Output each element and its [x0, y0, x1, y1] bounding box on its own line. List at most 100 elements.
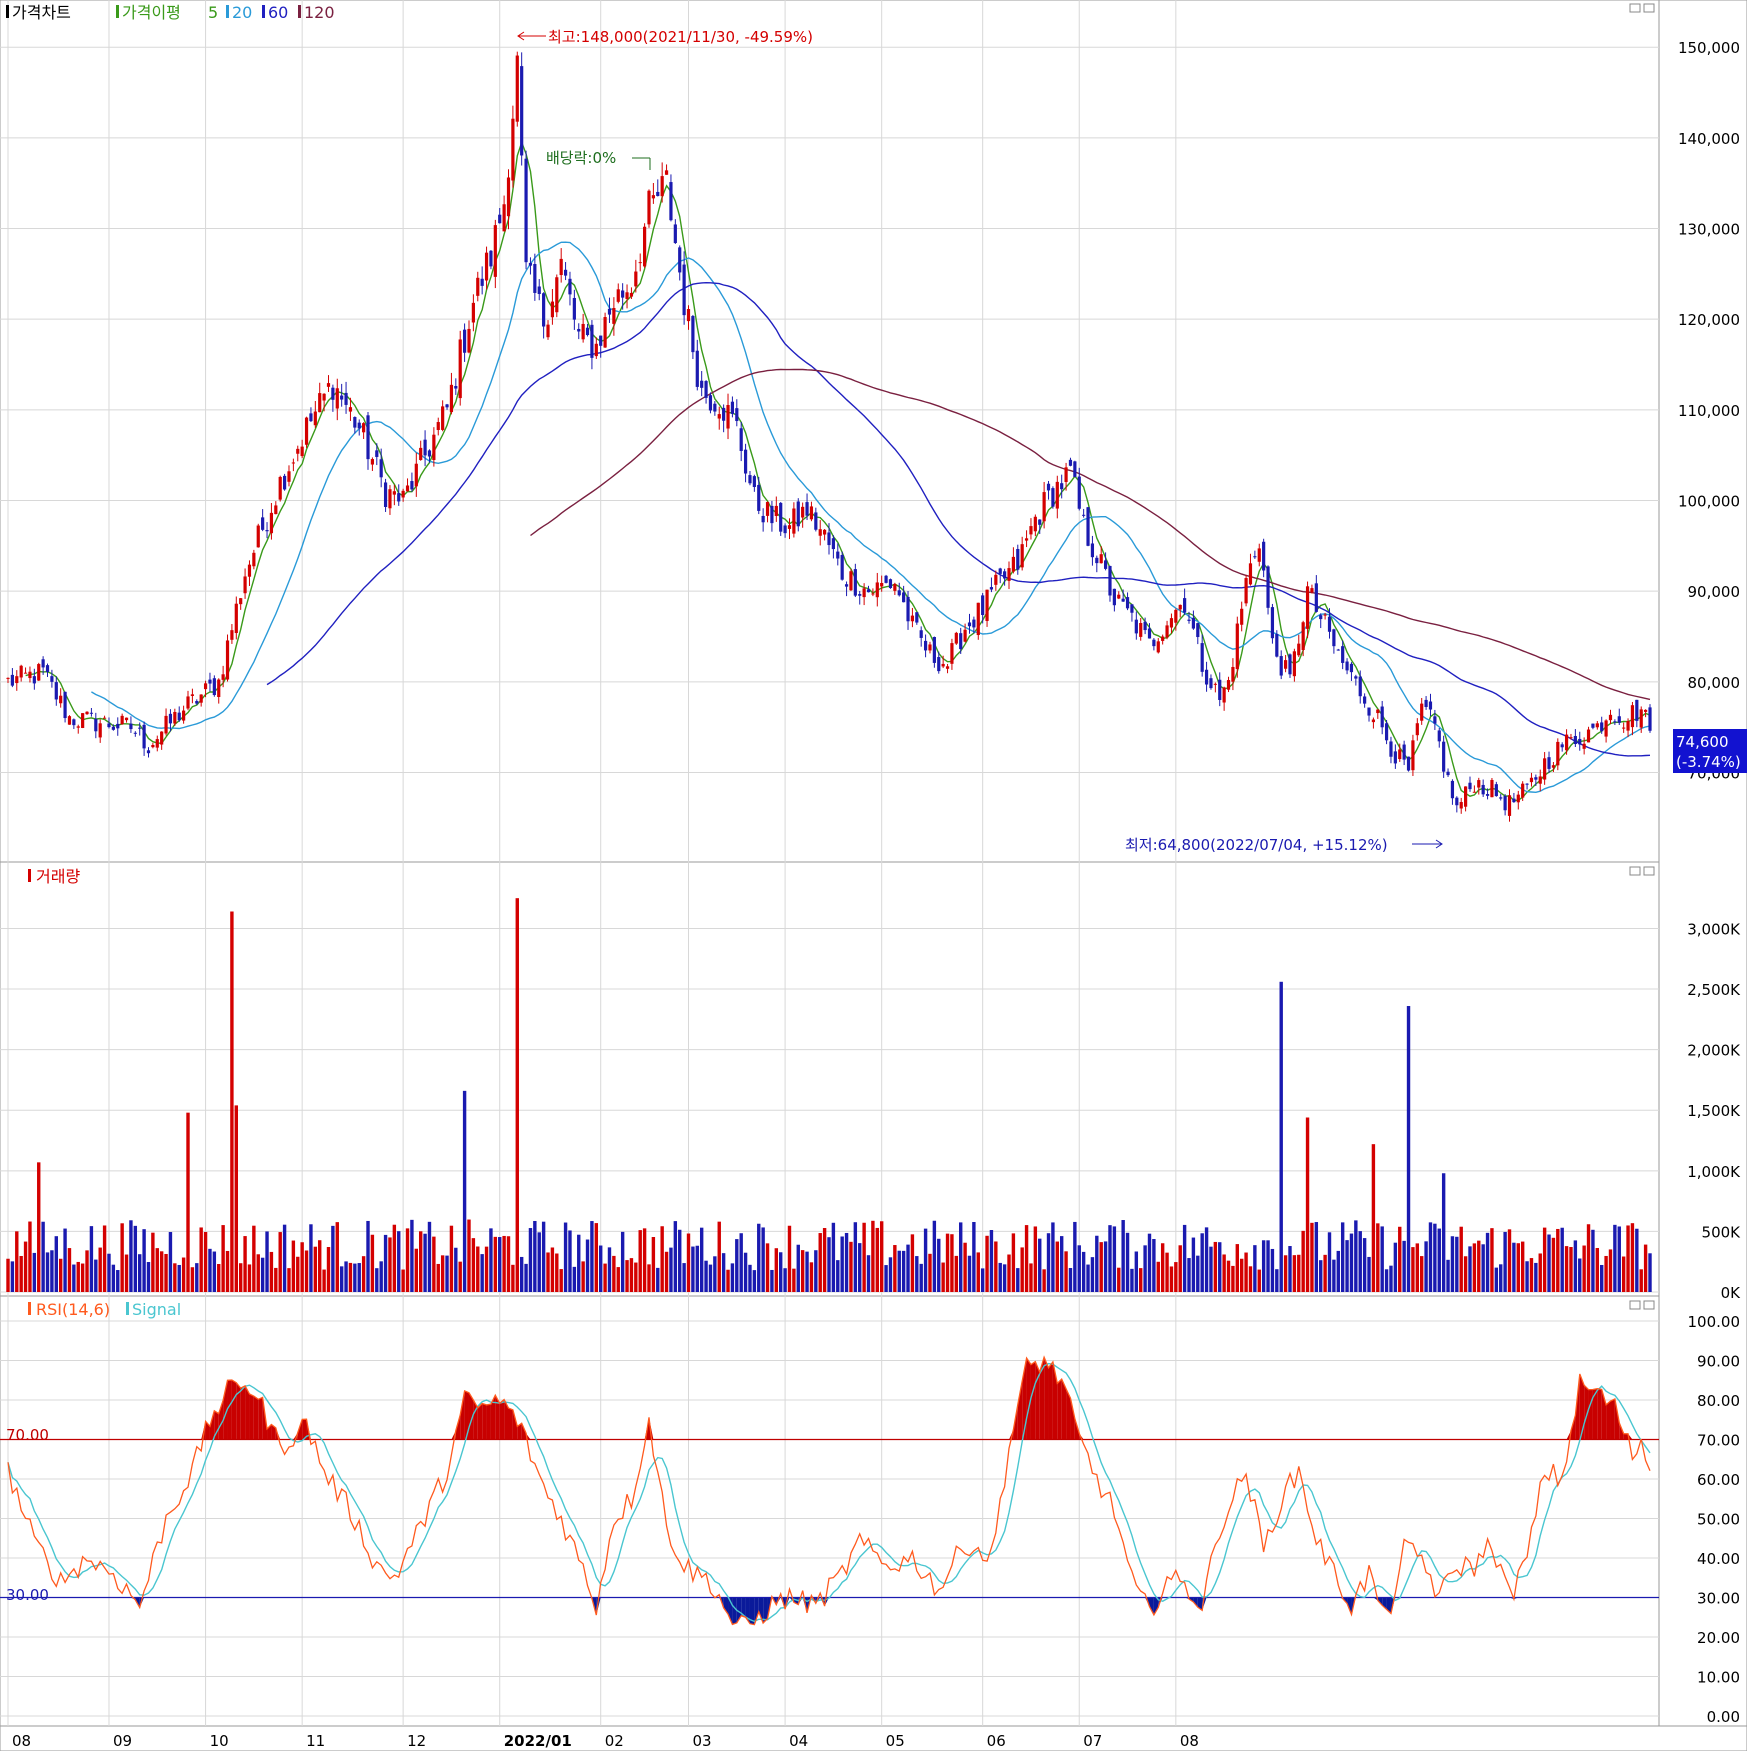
candle-body	[1099, 554, 1103, 564]
volume-bar	[1016, 1268, 1020, 1292]
volume-bar	[449, 1225, 454, 1292]
candle-body	[647, 190, 651, 225]
rsi-overbought-fill	[253, 1396, 259, 1440]
candle-body	[322, 393, 326, 401]
candle-body	[923, 640, 928, 651]
volume-bar	[142, 1229, 146, 1292]
volume-bar	[1222, 1254, 1226, 1292]
volume-bar	[1130, 1268, 1134, 1292]
x-axis-area	[0, 1725, 1747, 1751]
candle-body	[1310, 588, 1314, 593]
volume-bar	[190, 1267, 195, 1292]
volume-bar	[1520, 1241, 1525, 1292]
volume-bar	[1608, 1249, 1613, 1292]
volume-bar	[432, 1236, 436, 1292]
x-tick-label: 10	[210, 1732, 229, 1750]
volume-bar	[1125, 1232, 1130, 1292]
minimize-icon[interactable]	[1629, 1300, 1641, 1310]
volume-bar	[1415, 1243, 1420, 1292]
volume-bar	[748, 1264, 752, 1292]
candle-body	[735, 408, 739, 422]
minimize-icon[interactable]	[1629, 3, 1641, 13]
candle-body	[713, 403, 717, 412]
volume-bar	[339, 1266, 344, 1292]
volume-bar	[866, 1255, 871, 1292]
candle-body	[1314, 583, 1318, 612]
minimize-icon[interactable]	[1629, 866, 1641, 876]
candle-body	[383, 482, 388, 507]
candle-body	[124, 717, 129, 721]
candle-body	[1024, 538, 1029, 541]
volume-bar	[972, 1222, 976, 1292]
volume-bar	[1639, 1269, 1643, 1292]
candle-body	[1604, 720, 1608, 737]
close-icon[interactable]	[1643, 866, 1655, 876]
volume-bar	[1586, 1224, 1591, 1292]
candle-body	[1240, 608, 1244, 625]
volume-bar	[1139, 1268, 1143, 1292]
candle-body	[787, 525, 792, 529]
price-panel[interactable]	[0, 0, 1660, 863]
volume-bar	[247, 1264, 252, 1292]
volume-bar	[326, 1247, 331, 1292]
candle-body	[1468, 782, 1472, 790]
candle-body	[54, 682, 58, 700]
candle-body	[897, 590, 901, 596]
rsi-oversold-fill	[1149, 1597, 1154, 1615]
candle-body	[168, 713, 173, 724]
volume-bar	[230, 911, 234, 1292]
volume-bar	[941, 1262, 945, 1292]
candle-body	[1121, 598, 1125, 602]
volume-bar	[1178, 1245, 1182, 1292]
candle-body	[217, 679, 221, 697]
candle-body	[1319, 615, 1323, 620]
candle-body	[63, 691, 67, 719]
volume-bar	[1117, 1267, 1121, 1292]
candle-body	[774, 505, 778, 516]
rsi-overbought-fill	[490, 1395, 496, 1440]
volume-bar	[814, 1250, 818, 1292]
volume-bar	[893, 1245, 897, 1292]
signal-legend-title: Signal	[132, 1300, 181, 1319]
candle-body	[234, 603, 238, 634]
x-tick-label: 04	[789, 1732, 808, 1750]
volume-bar	[282, 1224, 287, 1292]
candle-body	[1481, 784, 1485, 795]
candle-body	[366, 415, 370, 460]
candle-body	[932, 636, 936, 663]
ma5-legend: 5	[208, 3, 218, 22]
candle-body	[1187, 619, 1191, 621]
candle-body	[1591, 723, 1595, 728]
volume-bar	[577, 1234, 581, 1292]
volume-bar	[1182, 1224, 1187, 1292]
volume-bar	[998, 1262, 1002, 1292]
volume-bar	[1345, 1240, 1349, 1292]
candle-body	[511, 118, 515, 181]
volume-bar	[959, 1222, 963, 1292]
candle-body	[779, 502, 783, 532]
candle-body	[1134, 619, 1138, 634]
volume-bar	[1433, 1223, 1437, 1292]
candle-body	[98, 723, 102, 738]
close-icon[interactable]	[1643, 3, 1655, 13]
volume-bar	[1600, 1264, 1604, 1292]
candle-body	[230, 630, 234, 640]
volume-bar	[783, 1268, 787, 1292]
rsi-overbought-fill	[1057, 1379, 1062, 1440]
volume-bar	[888, 1257, 893, 1292]
close-icon[interactable]	[1643, 1300, 1655, 1310]
volume-panel[interactable]	[0, 861, 1660, 1297]
volume-bar	[1270, 1248, 1275, 1292]
candle-body	[247, 564, 252, 577]
candle-body	[480, 278, 484, 286]
rsi-panel[interactable]	[0, 1295, 1660, 1727]
candle-body	[1384, 723, 1389, 741]
candle-body	[1046, 483, 1051, 491]
volume-bar	[1591, 1229, 1595, 1292]
x-tick-label: 08	[12, 1732, 31, 1750]
candle-body	[1011, 556, 1015, 572]
volume-bar	[726, 1269, 730, 1292]
candle-body	[85, 711, 89, 715]
volume-bar	[379, 1261, 383, 1292]
volume-bar	[1556, 1228, 1560, 1292]
